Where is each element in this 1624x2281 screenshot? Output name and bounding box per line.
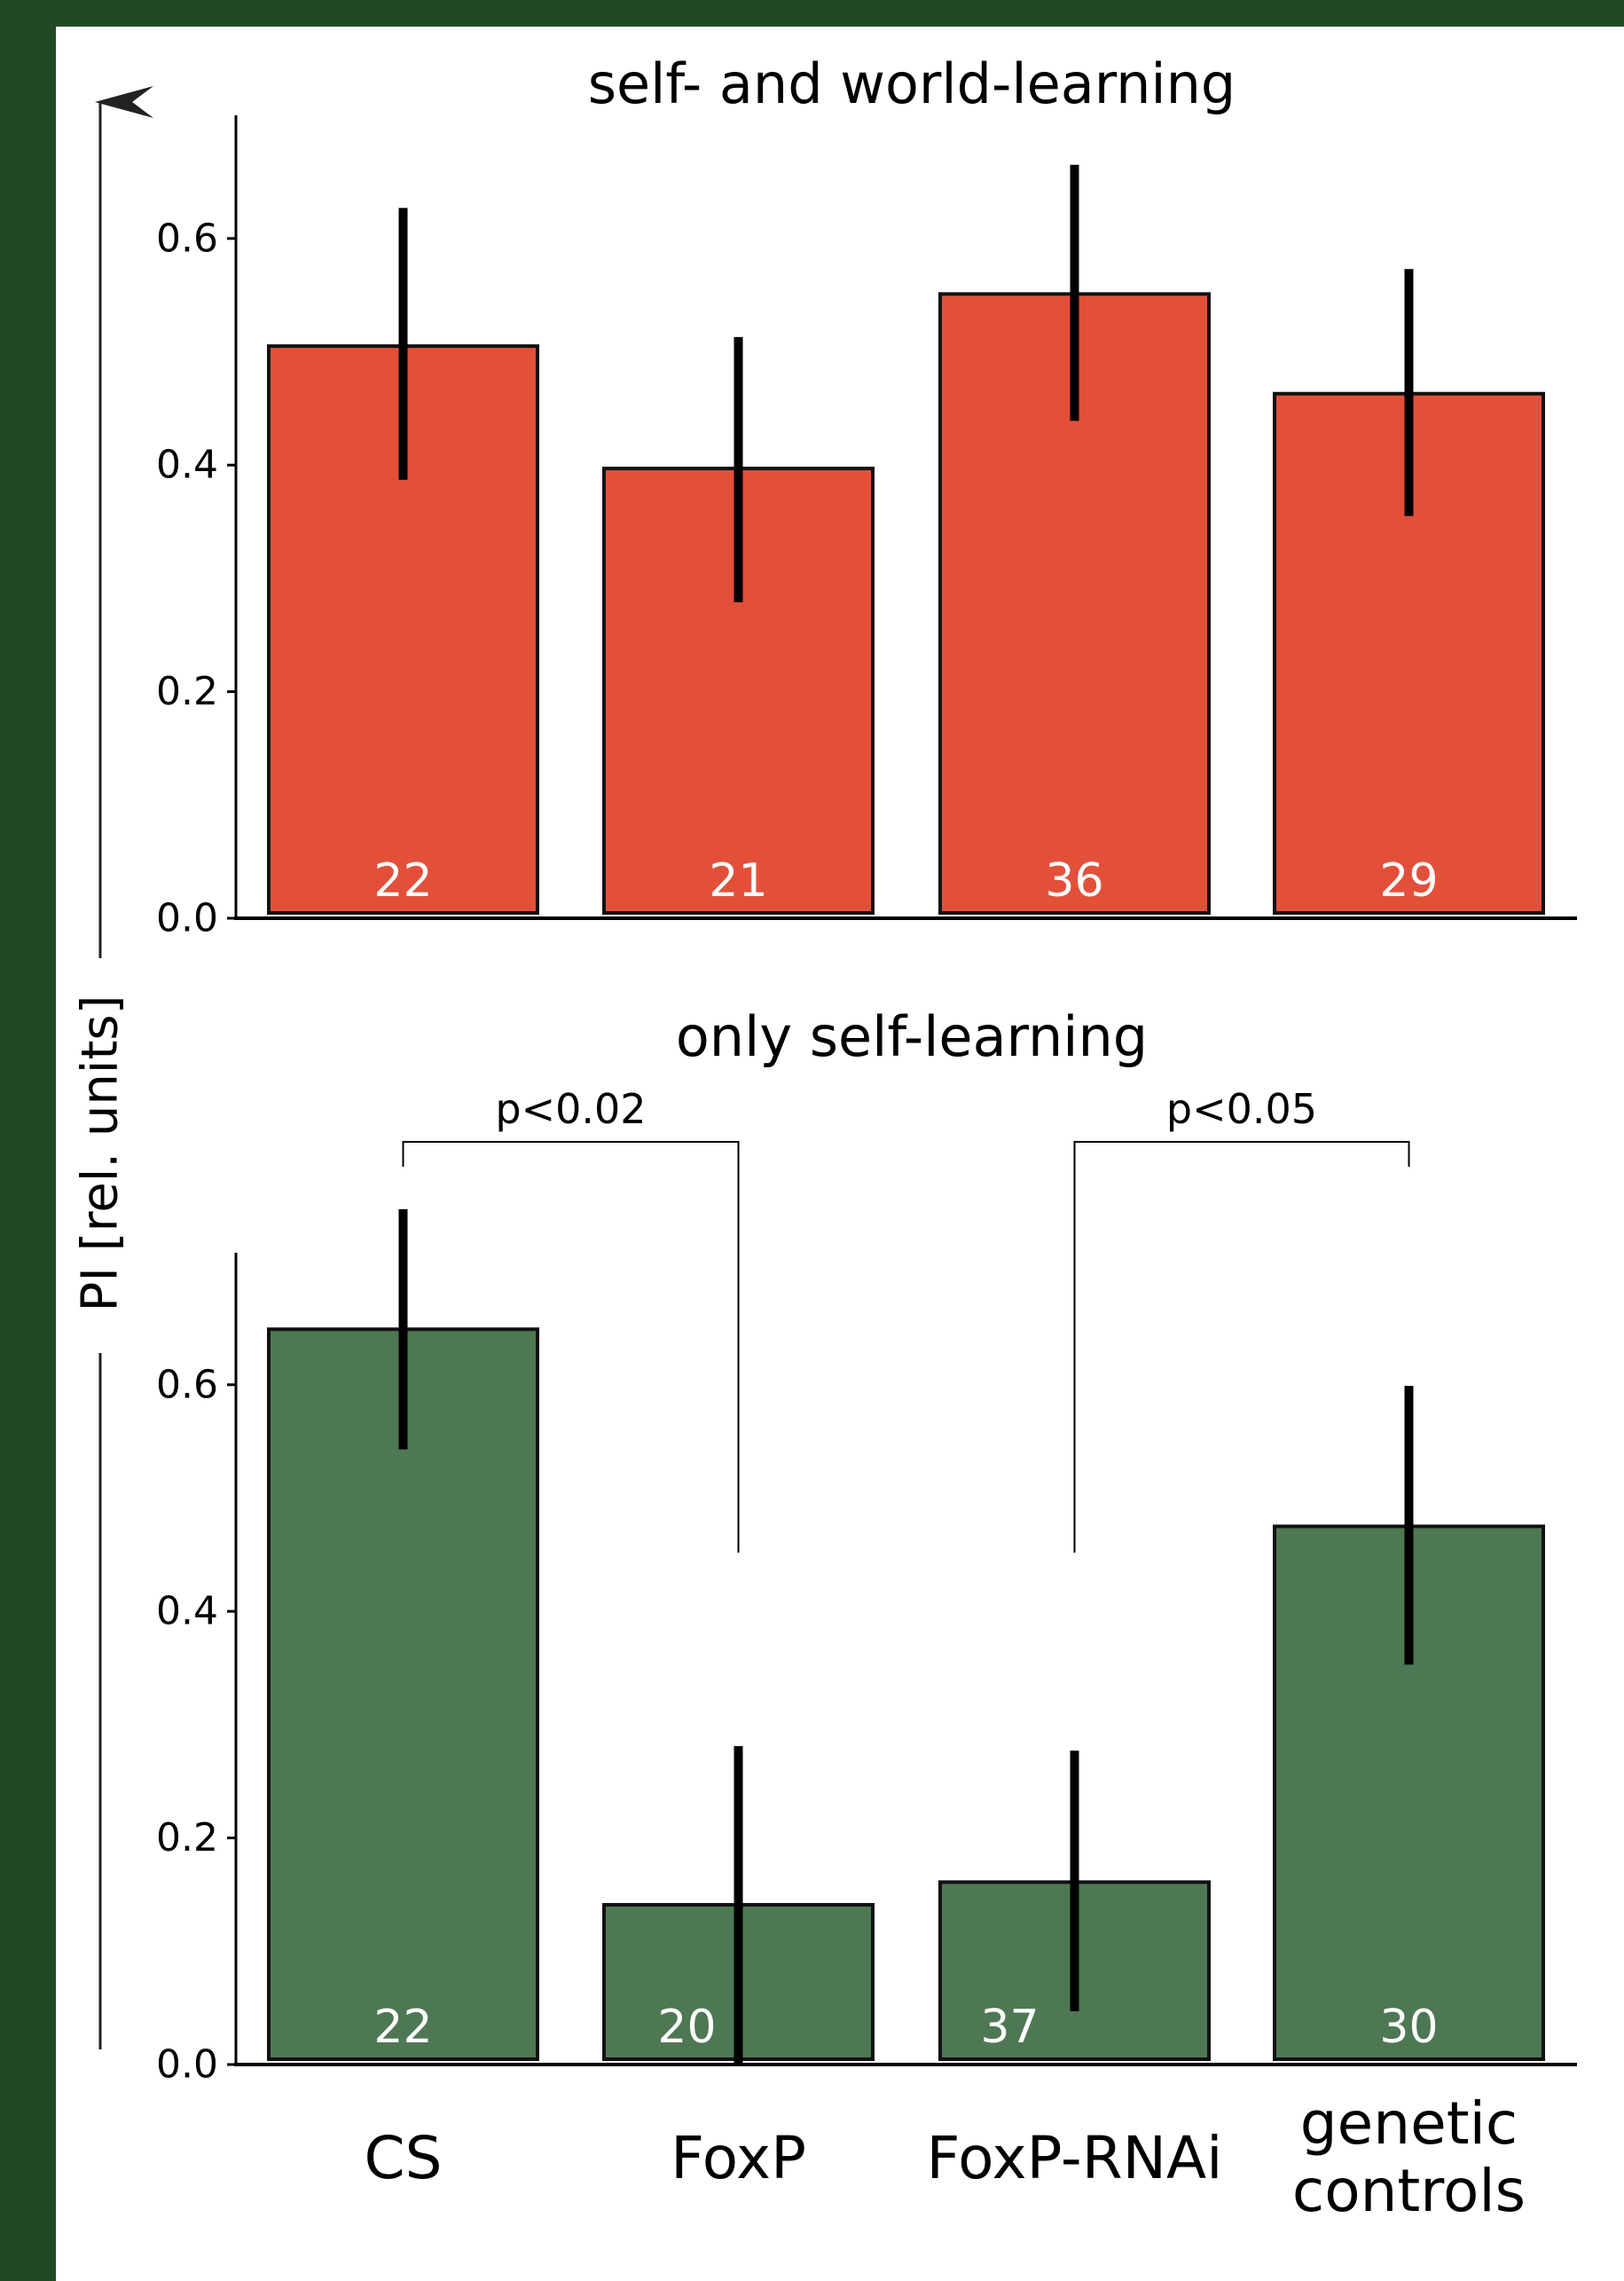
x-tick-label: CS	[365, 2124, 443, 2192]
y-tick-label: 0.0	[156, 2042, 218, 2088]
panel-self-and-world-learning: self- and world-learning 0.0 0.2 0.4 0.6 22 2…	[156, 51, 1577, 941]
y-tick-label: 0.2	[156, 1815, 218, 1860]
panel-title: only self-learning	[676, 1004, 1148, 1069]
y-tick-label: 0.0	[156, 896, 218, 941]
x-tick-label-line: FoxP-RNAi	[927, 2124, 1223, 2192]
y-axis-label-group: PI [rel. units]	[72, 86, 153, 2049]
bar-count-label: 36	[1045, 854, 1103, 908]
bar-count-label: 22	[373, 2001, 432, 2054]
significance-label: p<0.05	[1166, 1085, 1317, 1133]
y-tick-label: 0.6	[156, 1362, 218, 1407]
bar-count-label: 30	[1379, 2001, 1438, 2054]
bar-count-label: 22	[373, 854, 432, 908]
significance-bracket	[402, 1141, 740, 1553]
panel-only-self-learning: only self-learning 0.0 0.2 0.4 0.6 22 20 37 30 p…	[156, 1004, 1577, 2088]
x-tick-label: genetic controls	[1292, 2089, 1526, 2225]
bar-count-label: 37	[980, 2001, 1039, 2054]
x-tick-label-line: FoxP	[671, 2124, 806, 2192]
x-tick-label-line: CS	[365, 2124, 443, 2192]
y-tick-label: 0.4	[156, 443, 218, 488]
bar	[267, 1327, 539, 2062]
x-tick-label-line: genetic	[1300, 2089, 1518, 2158]
panel-title: self- and world-learning	[588, 51, 1236, 116]
y-tick-label: 0.6	[156, 216, 218, 261]
y-tick-label: 0.2	[156, 669, 218, 714]
x-tick-label: FoxP	[671, 2124, 806, 2192]
bar-count-label: 21	[709, 854, 767, 908]
significance-bracket	[1073, 1141, 1410, 1553]
bar-count-label: 20	[657, 2001, 716, 2054]
y-axis-label: PI [rel. units]	[72, 995, 129, 1312]
x-tick-label: FoxP-RNAi	[927, 2124, 1223, 2192]
x-tick-label-line: controls	[1292, 2157, 1526, 2225]
bar-count-label: 29	[1379, 854, 1438, 908]
x-axis-tick-labels: CS FoxP FoxP-RNAi genetic controls	[365, 2089, 1526, 2225]
significance-label: p<0.02	[495, 1085, 646, 1133]
y-tick-label: 0.4	[156, 1589, 218, 1634]
